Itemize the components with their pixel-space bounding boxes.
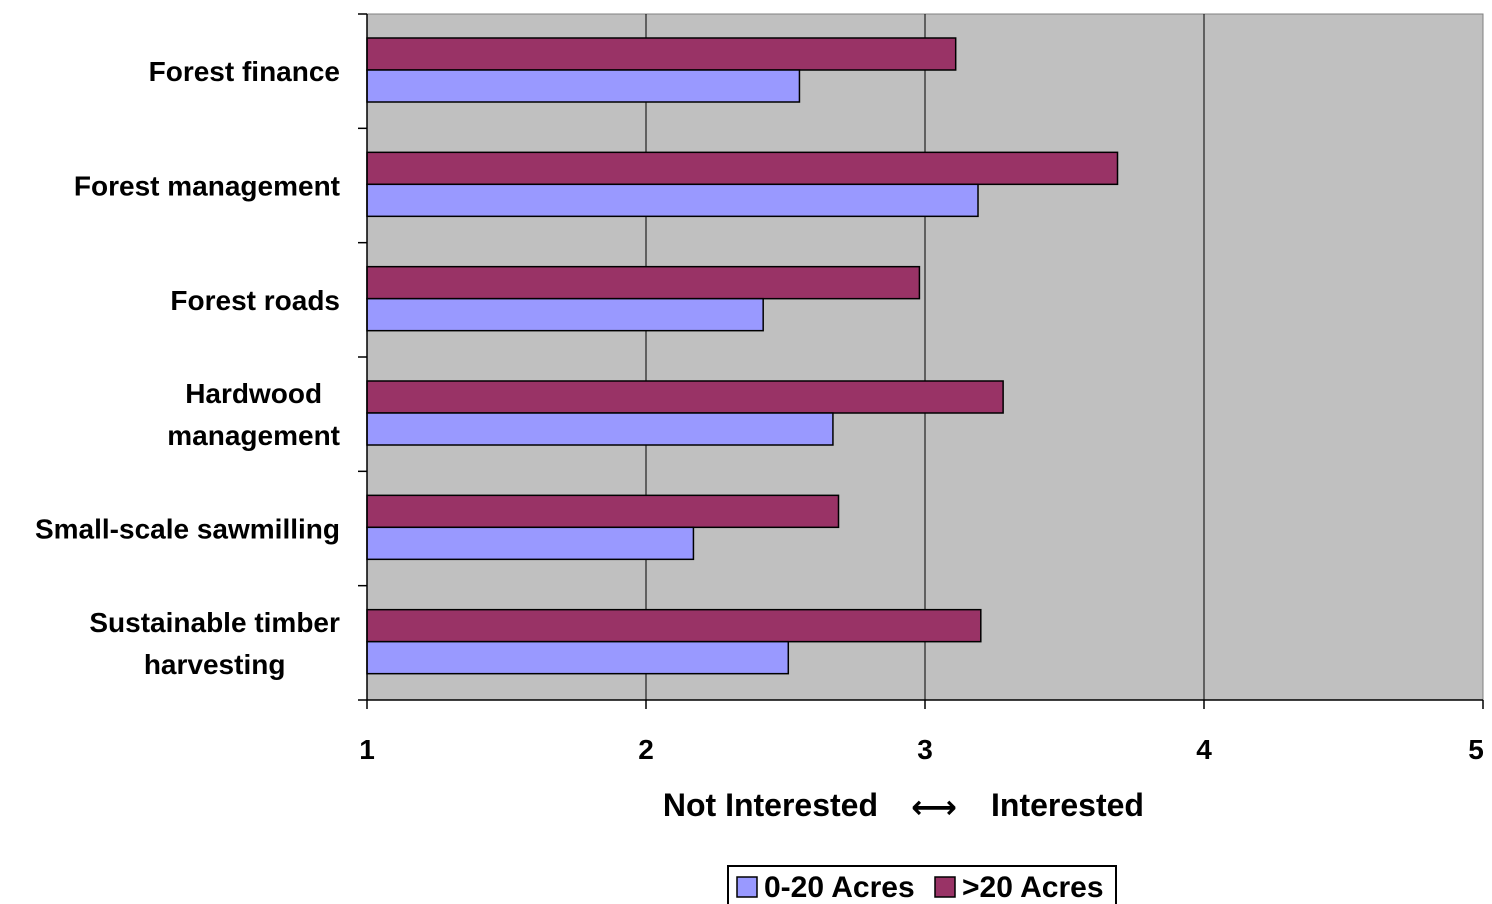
bar-0-20-acres-5 [366,526,695,561]
bar-0-20-acres-2 [366,183,979,218]
category-label-line: harvesting [144,649,286,680]
bar-20-acres-6 [366,608,982,643]
bar-0-20-acres-3 [366,297,764,332]
gridlines [645,14,1205,700]
legend-label-over-20-acres: >20 Acres [962,871,1104,904]
bar-20-acres-2 [366,151,1119,186]
bar-0-20-acres-6 [366,640,790,675]
x-axis-title-arrow: ⟷ [911,789,957,825]
category-label-forest-finance: Forest finance [149,56,340,87]
category-label-forest-roads: Forest roads [170,285,340,316]
x-tick-label-3: 3 [917,734,933,765]
x-tick-label-1: 1 [359,734,375,765]
bars [366,37,1119,675]
bar-20-acres-3 [366,265,921,300]
category-label-small-scale-sawmilling: Small-scale sawmilling [35,514,340,545]
axes [358,13,1484,709]
category-label-line: Small-scale sawmilling [35,514,340,545]
x-tick-label-4: 4 [1196,734,1212,765]
x-axis-title-left: Not Interested [663,787,878,823]
legend-swatch-0-20-acres [736,876,758,898]
category-label-sustainable-timber-harvesting: Sustainable timber harvesting [89,607,340,680]
category-labels: Forest finance Forest management Forest ro… [35,56,340,680]
bar-20-acres-5 [366,494,840,529]
x-tick-labels: 1 2 3 4 5 [359,734,1484,765]
bar-0-20-acres-4 [366,412,834,446]
bar-20-acres-4 [366,380,1004,414]
x-tick-label-2: 2 [638,734,654,765]
legend-swatch-over-20-acres [934,876,956,898]
x-tick-label-5: 5 [1468,734,1484,765]
category-label-line: Hardwood [185,378,322,409]
legend: 0-20 Acres >20 Acres [727,865,1117,904]
category-label-forest-management: Forest management [74,171,340,202]
category-label-line: Sustainable timber [89,607,340,638]
category-label-line: Forest roads [170,285,340,316]
legend-box [727,865,1117,904]
legend-label-0-20-acres: 0-20 Acres [764,871,915,904]
x-axis-title-right: Interested [991,787,1144,823]
bar-20-acres-1 [366,37,957,71]
category-label-line: Forest management [74,171,340,202]
category-label-line: Forest finance [149,56,340,87]
bar-0-20-acres-1 [366,69,801,103]
category-label-line: management [167,420,340,451]
category-label-hardwood-management: Hardwood management [167,378,340,451]
